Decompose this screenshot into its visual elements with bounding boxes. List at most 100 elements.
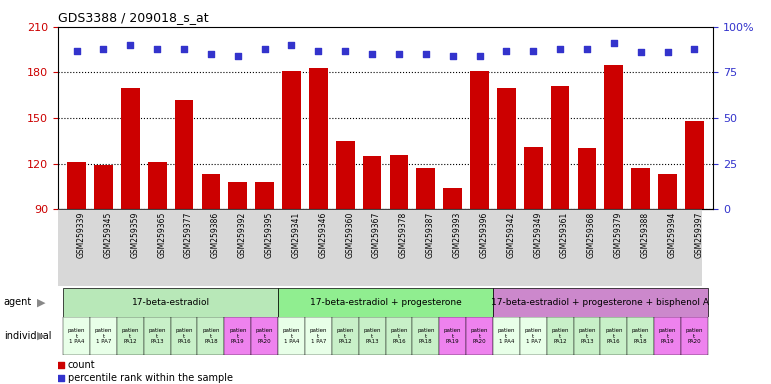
Bar xyxy=(628,317,654,355)
Bar xyxy=(685,121,704,209)
Point xyxy=(662,50,674,56)
Text: patien
t
PA13: patien t PA13 xyxy=(578,328,596,344)
Bar xyxy=(439,317,466,355)
Bar xyxy=(278,288,493,317)
Point xyxy=(258,46,271,52)
Text: ▶: ▶ xyxy=(37,331,45,341)
Point xyxy=(55,375,67,381)
Point xyxy=(231,53,244,59)
Bar xyxy=(386,317,412,355)
Bar xyxy=(412,317,439,355)
Text: GSM259345: GSM259345 xyxy=(103,212,113,258)
Text: GSM259387: GSM259387 xyxy=(426,212,435,258)
Bar xyxy=(90,317,117,355)
Text: GSM259393: GSM259393 xyxy=(453,212,462,258)
Bar xyxy=(117,317,143,355)
Text: GSM259367: GSM259367 xyxy=(372,212,381,258)
Bar xyxy=(631,168,650,209)
Text: patien
t
PA13: patien t PA13 xyxy=(149,328,166,344)
Text: individual: individual xyxy=(4,331,52,341)
Text: GSM259342: GSM259342 xyxy=(507,212,515,258)
Text: patien
t
PA13: patien t PA13 xyxy=(363,328,381,344)
Text: GSM259394: GSM259394 xyxy=(668,212,676,258)
Bar xyxy=(550,86,570,209)
Text: patien
t
PA16: patien t PA16 xyxy=(175,328,193,344)
Bar xyxy=(143,317,170,355)
Text: GSM259397: GSM259397 xyxy=(695,212,703,258)
Text: GSM259349: GSM259349 xyxy=(534,212,542,258)
Text: patien
t
PA18: patien t PA18 xyxy=(632,328,649,344)
Point xyxy=(151,46,163,52)
Bar xyxy=(658,174,677,209)
Bar xyxy=(94,165,113,209)
Bar xyxy=(681,317,708,355)
Text: GSM259361: GSM259361 xyxy=(560,212,569,258)
Bar xyxy=(175,100,194,209)
Text: ▶: ▶ xyxy=(37,297,45,307)
Point xyxy=(55,362,67,368)
Point xyxy=(446,53,459,59)
Text: patien
t
PA12: patien t PA12 xyxy=(336,328,354,344)
Text: GSM259360: GSM259360 xyxy=(345,212,354,258)
Text: patien
t
1 PA4: patien t 1 PA4 xyxy=(497,328,515,344)
Text: GSM259379: GSM259379 xyxy=(614,212,623,258)
Text: count: count xyxy=(68,359,96,370)
Bar xyxy=(305,317,332,355)
Point xyxy=(70,48,82,54)
Point xyxy=(285,42,298,48)
Point xyxy=(635,50,647,56)
Text: patien
t
PA19: patien t PA19 xyxy=(444,328,461,344)
Bar xyxy=(63,317,90,355)
Text: patien
t
1 PA7: patien t 1 PA7 xyxy=(95,328,113,344)
Text: 17-beta-estradiol: 17-beta-estradiol xyxy=(132,298,210,307)
Bar xyxy=(67,162,86,209)
Bar xyxy=(201,174,221,209)
Bar xyxy=(63,288,278,317)
Point xyxy=(97,46,109,52)
Bar xyxy=(389,155,409,209)
Bar xyxy=(251,317,278,355)
Text: GSM259341: GSM259341 xyxy=(291,212,301,258)
Text: patien
t
PA20: patien t PA20 xyxy=(471,328,488,344)
Text: patien
t
PA19: patien t PA19 xyxy=(658,328,676,344)
Text: GSM259346: GSM259346 xyxy=(318,212,328,258)
Bar xyxy=(282,71,301,209)
Bar xyxy=(493,288,708,317)
Point xyxy=(339,48,352,54)
Bar xyxy=(336,141,355,209)
Bar xyxy=(443,188,462,209)
Bar xyxy=(470,71,489,209)
Text: patien
t
PA16: patien t PA16 xyxy=(390,328,408,344)
Point xyxy=(581,46,593,52)
Point xyxy=(473,53,486,59)
Text: GDS3388 / 209018_s_at: GDS3388 / 209018_s_at xyxy=(58,11,208,24)
Text: 17-beta-estradiol + progesterone: 17-beta-estradiol + progesterone xyxy=(310,298,461,307)
Bar xyxy=(121,88,140,209)
Point xyxy=(554,46,566,52)
Text: patien
t
PA19: patien t PA19 xyxy=(229,328,247,344)
Text: patien
t
1 PA7: patien t 1 PA7 xyxy=(310,328,327,344)
Bar xyxy=(416,168,435,209)
Bar xyxy=(148,162,167,209)
Point xyxy=(527,48,540,54)
Text: GSM259368: GSM259368 xyxy=(587,212,596,258)
Text: patien
t
1 PA4: patien t 1 PA4 xyxy=(68,328,86,344)
Bar xyxy=(493,317,520,355)
Text: patien
t
PA12: patien t PA12 xyxy=(551,328,569,344)
Bar xyxy=(601,317,628,355)
Bar xyxy=(524,147,543,209)
Text: patien
t
PA18: patien t PA18 xyxy=(202,328,220,344)
Bar xyxy=(547,317,574,355)
Text: GSM259388: GSM259388 xyxy=(641,212,650,258)
Text: GSM259377: GSM259377 xyxy=(184,212,193,258)
Point xyxy=(392,51,405,57)
Bar xyxy=(224,317,251,355)
Text: percentile rank within the sample: percentile rank within the sample xyxy=(68,373,233,383)
Bar xyxy=(359,317,386,355)
Bar xyxy=(466,317,493,355)
Bar xyxy=(520,317,547,355)
Bar xyxy=(604,65,623,209)
Bar xyxy=(309,68,328,209)
Text: GSM259365: GSM259365 xyxy=(157,212,167,258)
Bar xyxy=(654,317,681,355)
